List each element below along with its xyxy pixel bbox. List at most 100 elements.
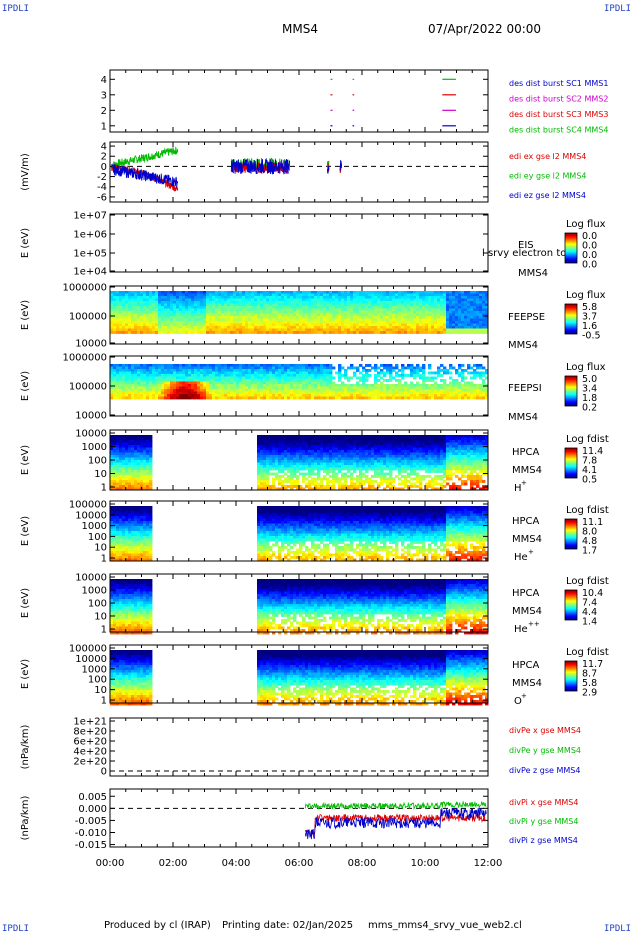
spectrogram-cell — [317, 442, 321, 446]
spectrogram-cell — [392, 298, 396, 302]
spectrogram-cell — [281, 323, 285, 327]
spectrogram-cell — [314, 293, 318, 297]
spectrogram-cell — [377, 366, 381, 370]
spectrogram-cell — [263, 487, 267, 491]
spectrogram-cell — [446, 369, 450, 372]
spectrogram-cell — [149, 366, 153, 370]
spectrogram-cell — [365, 384, 369, 387]
y-tick-label: -2 — [97, 172, 107, 183]
spectrogram-cell — [350, 308, 354, 312]
spectrogram-cell — [308, 437, 312, 441]
spectrogram-cell — [449, 391, 453, 395]
spectrogram-cell — [194, 369, 198, 372]
spectrogram-cell — [464, 376, 468, 380]
spectrogram-cell — [149, 487, 153, 491]
spectrogram-cell — [215, 389, 219, 392]
spectrogram-cell — [293, 328, 297, 332]
spectrogram-cell — [158, 316, 162, 319]
spectrogram-cell — [242, 394, 246, 397]
spectrogram-cell — [389, 306, 393, 309]
spectrogram-cell — [395, 331, 399, 334]
spectrogram-cell — [170, 308, 174, 312]
spectrogram-cell — [218, 394, 222, 397]
spectrogram-cell — [257, 328, 261, 332]
spectrogram-cell — [308, 376, 312, 380]
spectrogram-cell — [263, 386, 267, 390]
spectrogram-cell — [425, 386, 429, 390]
spectrogram-cell — [134, 440, 138, 443]
spectrogram-cell — [428, 296, 432, 299]
spectrogram-cell — [386, 379, 390, 382]
spectrogram-cell — [449, 384, 453, 387]
spectrogram-cell — [317, 331, 321, 334]
spectrogram-cell — [113, 384, 117, 387]
spectrogram-cell — [287, 366, 291, 370]
spectrogram-cell — [236, 394, 240, 397]
spectrogram-cell — [440, 396, 444, 400]
spectrogram-cell — [149, 460, 153, 463]
spectrogram-cell — [329, 470, 333, 473]
spectrogram-cell — [359, 291, 363, 294]
spectrogram-cell — [410, 316, 414, 319]
spectrogram-cell — [164, 308, 168, 312]
spectrogram-cell — [239, 318, 243, 322]
spectrogram-cell — [245, 326, 249, 329]
spectrogram-cell — [392, 394, 396, 397]
spectrogram-cell — [404, 389, 408, 392]
spectrogram-cell — [260, 462, 264, 466]
spectrogram-cell — [110, 477, 114, 481]
spectrogram-cell — [155, 386, 159, 390]
spectrogram-cell — [230, 371, 234, 375]
spectrogram-cell — [158, 298, 162, 302]
spectrogram-cell — [158, 326, 162, 329]
spectrogram-cell — [308, 485, 312, 488]
spectrogram-cell — [197, 306, 201, 309]
spectrogram-cell — [335, 475, 339, 478]
spectrogram-cell — [146, 306, 150, 309]
spectrogram-cell — [293, 326, 297, 329]
spectrogram-cell — [410, 381, 414, 385]
spectrogram-cell — [281, 480, 285, 483]
spectrogram-cell — [308, 313, 312, 317]
spectrogram-cell — [311, 462, 315, 466]
spectrogram-cell — [317, 296, 321, 299]
y-tick-label: 2 — [101, 152, 107, 163]
spectrogram-cell — [326, 376, 330, 380]
spectrogram-cell — [380, 321, 384, 324]
spectrogram-cell — [446, 328, 450, 332]
spectrogram-cell — [362, 308, 366, 312]
spectrogram-cell — [200, 296, 204, 299]
spectrogram-cell — [434, 326, 438, 329]
spectrogram-cell — [479, 323, 483, 327]
spectrogram-cell — [152, 376, 156, 380]
spectrogram-cell — [290, 321, 294, 324]
spectrogram-cell — [224, 313, 228, 317]
spectrogram-cell — [239, 369, 243, 372]
spectrogram-cell — [116, 326, 120, 329]
spectrogram-cell — [467, 296, 471, 299]
spectrogram-cell — [371, 326, 375, 329]
spectrogram-cell — [440, 386, 444, 390]
spectrogram-cell — [137, 379, 141, 382]
spectrogram-cell — [176, 308, 180, 312]
spectrogram-cell — [320, 298, 324, 302]
spectrogram-cell — [182, 379, 186, 382]
spectrogram-cell — [284, 460, 288, 463]
spectrogram-cell — [329, 306, 333, 309]
spectrogram-cell — [362, 318, 366, 322]
spectrogram-cell — [422, 313, 426, 317]
spectrogram-cell — [329, 369, 333, 372]
spectrogram-cell — [422, 389, 426, 392]
spectrogram-cell — [389, 308, 393, 312]
spectrogram-cell — [152, 366, 156, 370]
y-tick-label: 10000 — [75, 339, 107, 350]
spectrogram-cell — [263, 480, 267, 483]
spectrogram-cell — [110, 316, 114, 319]
spectrogram-cell — [299, 389, 303, 392]
spectrogram-cell — [467, 303, 471, 307]
spectrogram-cell — [278, 323, 282, 327]
spectrogram-cell — [416, 313, 420, 317]
spectrogram-cell — [458, 389, 462, 392]
spectrogram-cell — [302, 440, 306, 443]
spectrogram-cell — [482, 396, 486, 400]
